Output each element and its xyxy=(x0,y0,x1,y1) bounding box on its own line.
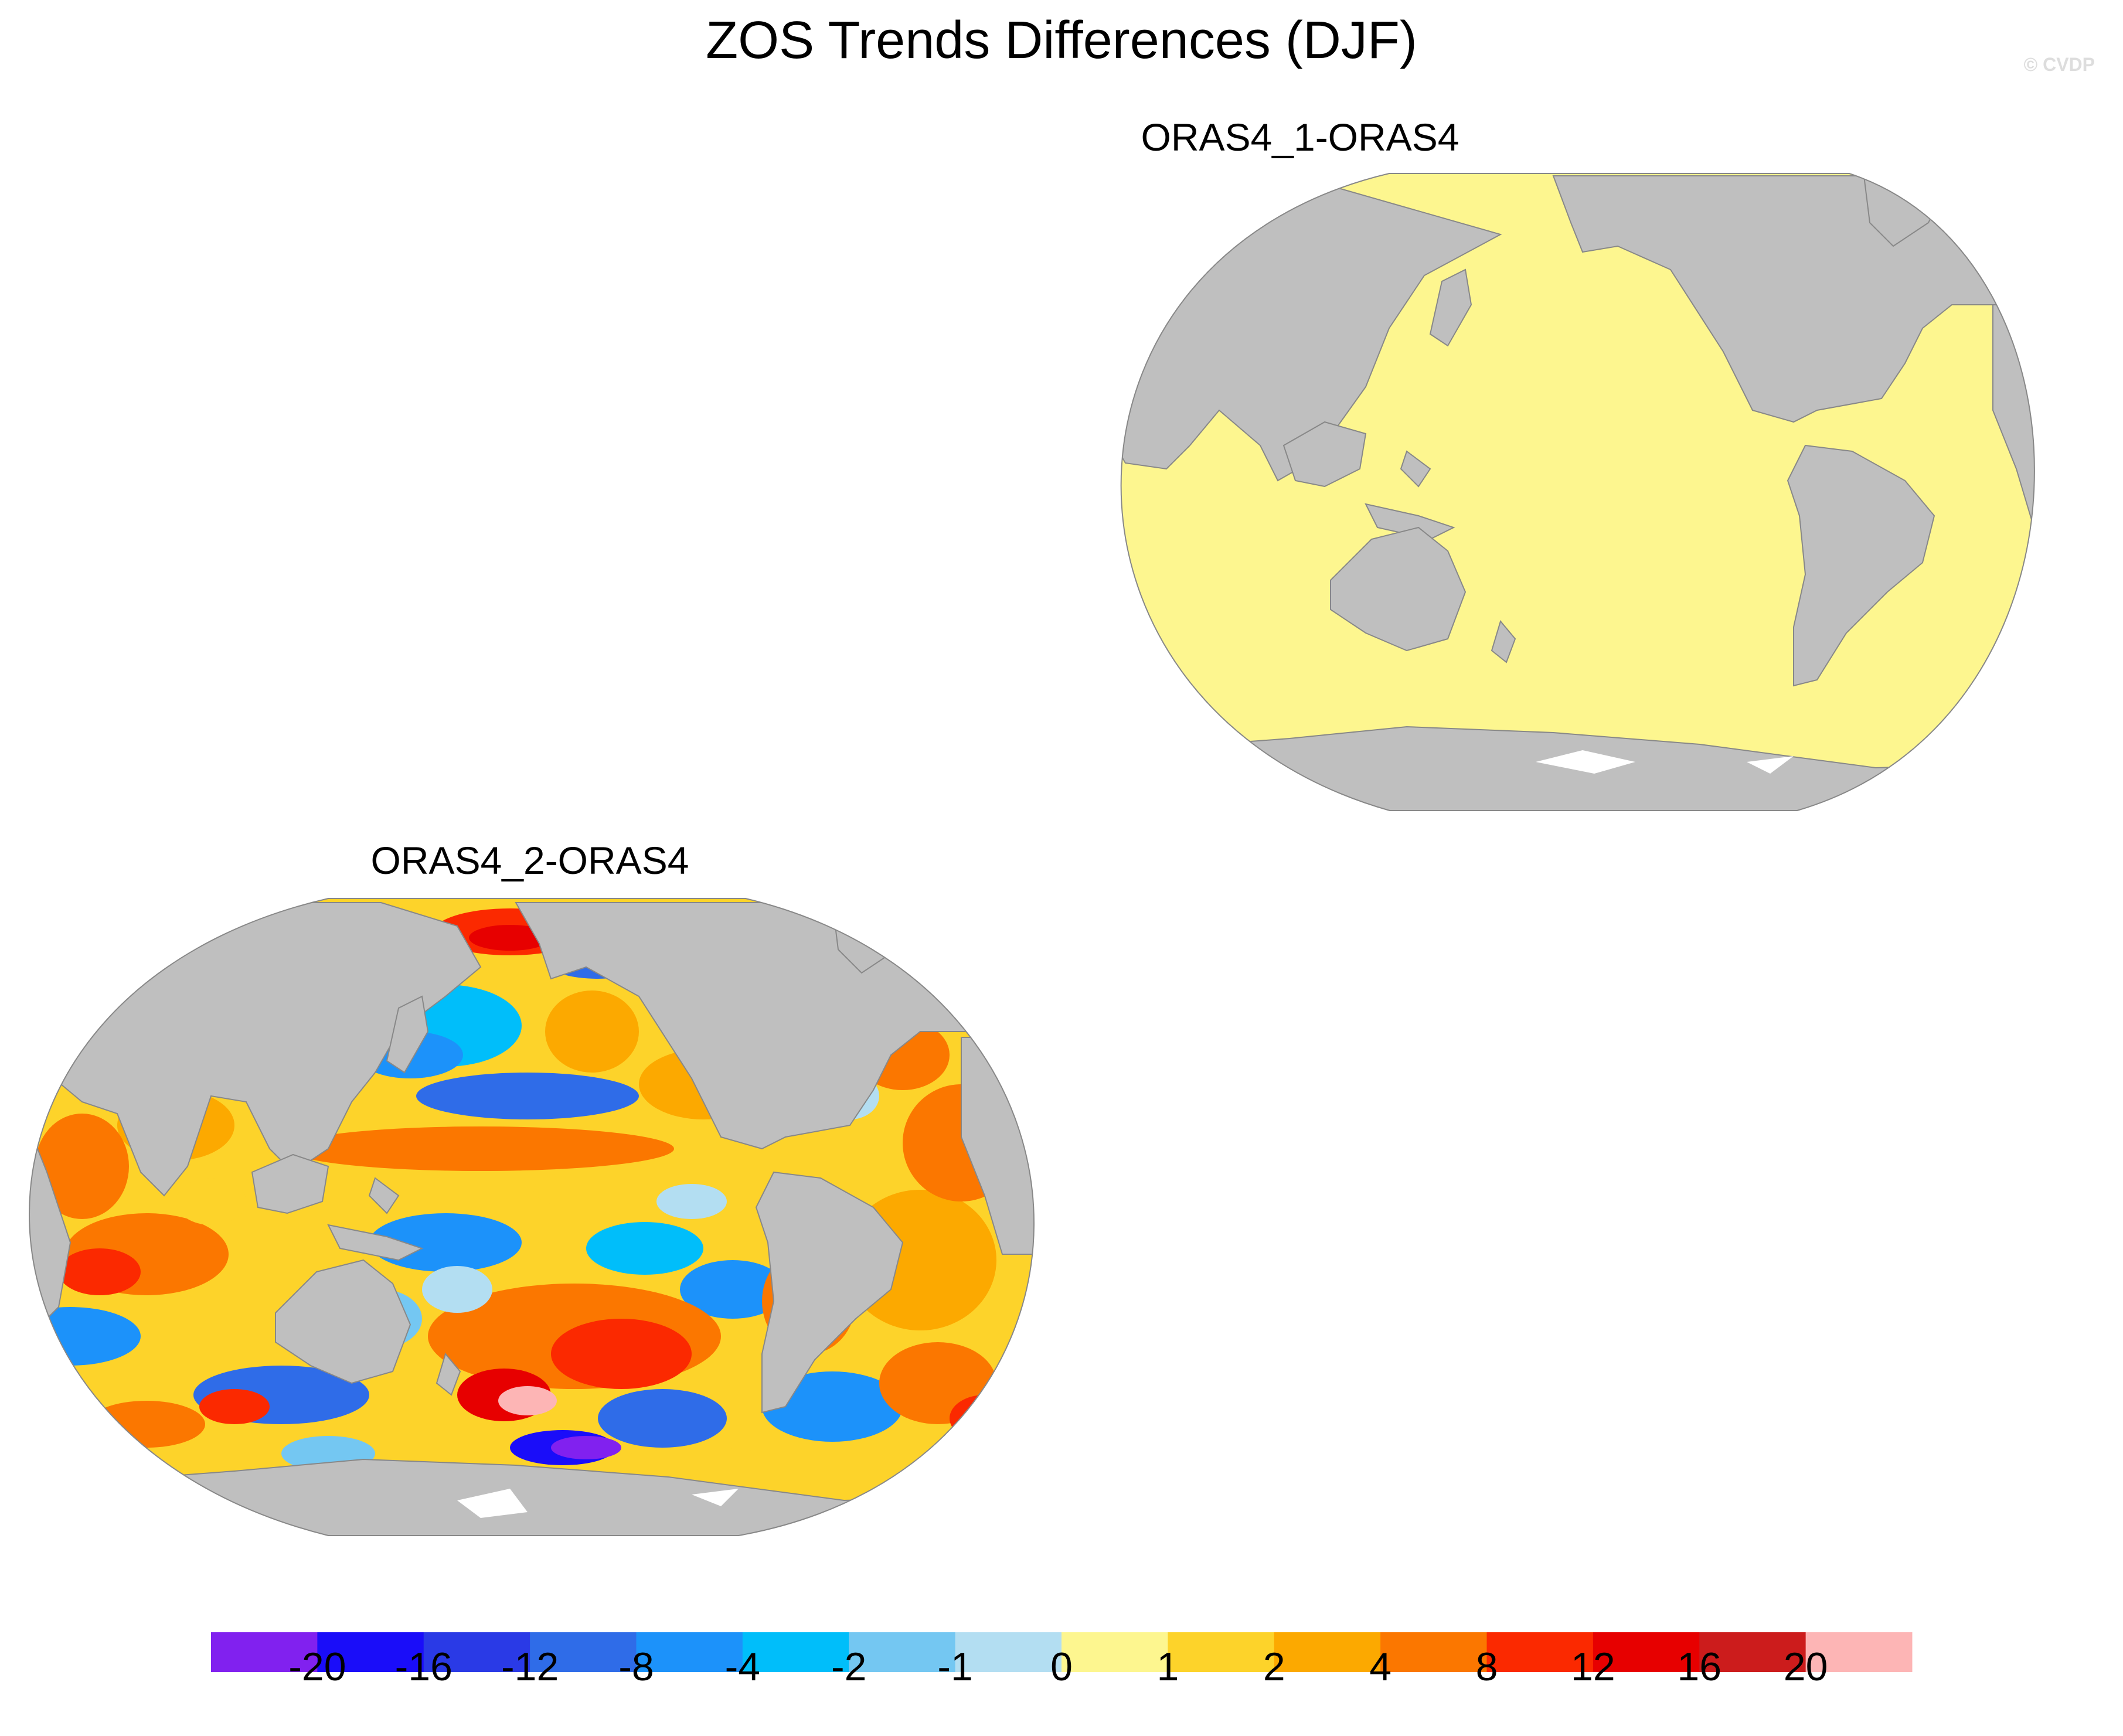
colorbar-tick-label: 2 xyxy=(1263,1645,1285,1689)
colorbar-box xyxy=(742,1632,849,1672)
anomaly-patch xyxy=(416,1073,639,1119)
colorbar-tick-label: 12 xyxy=(1571,1645,1615,1689)
anomaly-patch xyxy=(598,1389,727,1448)
ice-shelf xyxy=(1536,750,1794,774)
anomaly-patch xyxy=(199,1389,270,1424)
land-antarctica xyxy=(1121,726,2034,811)
anomaly-patch xyxy=(59,1248,141,1295)
anomaly-patch xyxy=(551,1319,692,1389)
colorbar-tick-label: 0 xyxy=(1050,1645,1073,1689)
anomaly-patch xyxy=(176,1178,246,1225)
ice-shelf xyxy=(457,1489,739,1518)
land-africa xyxy=(1121,409,1132,658)
panel-title-oras4-2: ORAS4_2-ORAS4 xyxy=(370,839,689,882)
land-australia xyxy=(1330,526,1467,652)
land-south-america xyxy=(1787,444,1935,687)
land-new-zealand xyxy=(1491,619,1516,663)
land-borneo-indonesia xyxy=(251,1153,424,1261)
colorbar-box xyxy=(955,1632,1062,1672)
anomaly-patch xyxy=(545,990,639,1073)
colorbar xyxy=(211,1632,1913,1672)
anomaly-patch xyxy=(422,1266,492,1313)
colorbar-tick-label: 4 xyxy=(1369,1645,1392,1689)
colorbar-box xyxy=(1168,1632,1275,1672)
colorbar-tick-label: -2 xyxy=(831,1645,867,1689)
land-borneo-indonesia xyxy=(1282,421,1455,540)
colorbar-box xyxy=(1380,1632,1487,1672)
colorbar-tick-label: -8 xyxy=(618,1645,654,1689)
colorbar-tick-label: 8 xyxy=(1475,1645,1498,1689)
colorbar-box xyxy=(423,1632,530,1672)
colorbar-box xyxy=(530,1632,637,1672)
colorbar-box xyxy=(1486,1632,1594,1672)
map-panel-oras4-2 xyxy=(29,898,1035,1536)
anomaly-patch xyxy=(498,1386,557,1415)
colorbar-box xyxy=(1805,1632,1913,1672)
land-japan xyxy=(1429,268,1472,347)
colorbar-box xyxy=(1593,1632,1700,1672)
anomaly-patch xyxy=(762,1371,903,1442)
land-australia xyxy=(275,1259,411,1384)
colorbar-tick-label: 16 xyxy=(1677,1645,1722,1689)
colorbar-box xyxy=(1274,1632,1381,1672)
colorbar-tick-label: -1 xyxy=(937,1645,973,1689)
anomaly-patch xyxy=(879,1342,996,1424)
colorbar-tick-label: -12 xyxy=(501,1645,559,1689)
anomaly-patch xyxy=(680,1260,785,1319)
anomaly-patch xyxy=(610,1448,797,1483)
land-japan xyxy=(386,995,429,1074)
panel-title-oras4-1: ORAS4_1-ORAS4 xyxy=(1141,115,1459,159)
anomaly-patch xyxy=(35,1114,129,1219)
colorbar-box xyxy=(636,1632,743,1672)
anomaly-patch xyxy=(287,1126,674,1171)
colorbar-box xyxy=(317,1632,424,1672)
colorbar-box xyxy=(1699,1632,1806,1672)
colorbar-tick-label: 1 xyxy=(1156,1645,1179,1689)
anomaly-patch xyxy=(29,1307,141,1366)
colorbar-tick-label: -20 xyxy=(288,1645,346,1689)
anomaly-patch xyxy=(656,1184,727,1219)
colorbar-box xyxy=(849,1632,956,1672)
land-africa xyxy=(29,1101,72,1332)
colorbar-box xyxy=(1062,1632,1168,1672)
colorbar-tick-label: -16 xyxy=(394,1645,453,1689)
colorbar-tick-label: 20 xyxy=(1783,1645,1828,1689)
anomaly-patch xyxy=(551,1436,621,1459)
land-new-zealand xyxy=(436,1352,461,1396)
anomaly-patch xyxy=(369,1213,522,1272)
anomaly-patch xyxy=(469,925,551,951)
figure-title: ZOS Trends Differences (DJF) xyxy=(706,11,1417,70)
colorbar-box xyxy=(211,1632,318,1672)
credit-text: © CVDP xyxy=(2023,54,2095,75)
map-panel-oras4-1 xyxy=(1120,173,2035,811)
colorbar-tick-label: -4 xyxy=(724,1645,761,1689)
land-south-america xyxy=(755,1171,904,1414)
anomaly-patch xyxy=(586,1222,703,1275)
